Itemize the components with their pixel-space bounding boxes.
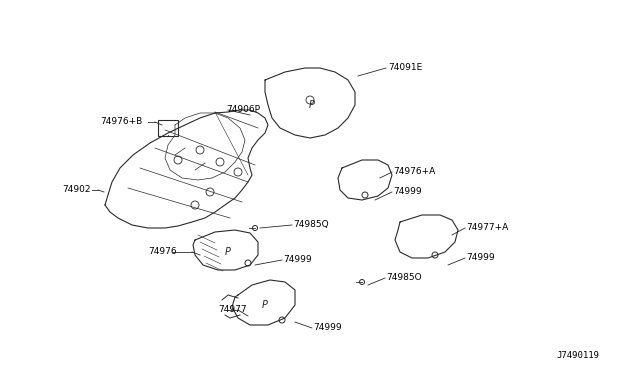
Text: 74999: 74999	[466, 253, 495, 263]
Text: 74977: 74977	[218, 305, 246, 314]
Text: 74985O: 74985O	[386, 273, 422, 282]
Text: 74091E: 74091E	[388, 64, 422, 73]
Text: P: P	[262, 300, 268, 310]
Text: J7490119: J7490119	[556, 350, 599, 359]
Text: 74906P: 74906P	[226, 106, 260, 115]
Text: 74999: 74999	[393, 187, 422, 196]
Text: 74977+A: 74977+A	[466, 224, 508, 232]
Bar	[158, 120, 178, 136]
Text: 74976+A: 74976+A	[393, 167, 435, 176]
Text: 74976+B: 74976+B	[100, 118, 142, 126]
Text: P: P	[225, 247, 231, 257]
Text: 74985Q: 74985Q	[293, 221, 328, 230]
Text: 74999: 74999	[313, 324, 342, 333]
Text: 74976: 74976	[148, 247, 177, 257]
Text: P: P	[309, 100, 315, 110]
Text: 74902: 74902	[62, 186, 90, 195]
Text: 74999: 74999	[283, 256, 312, 264]
